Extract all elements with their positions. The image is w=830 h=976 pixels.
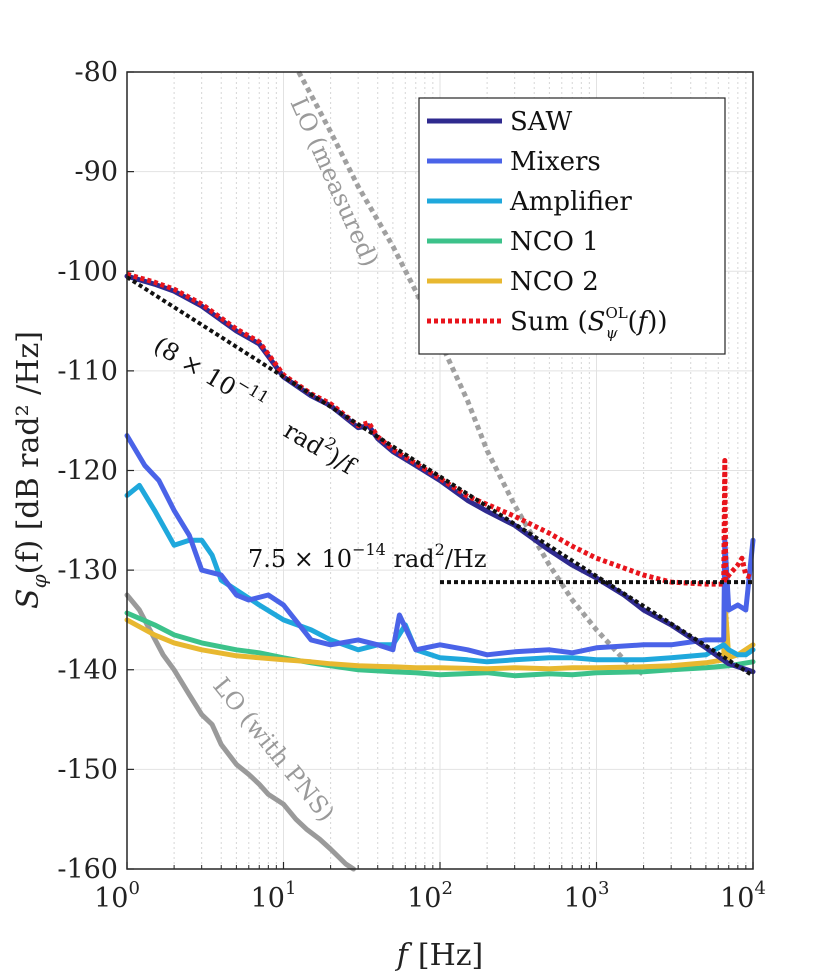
- series-line-sum-s-ol-f: [126, 271, 754, 587]
- legend-items: SAW Mixers Amplifier NCO 1 NCO 2 Sum (SOL ψ (f)…: [427, 107, 668, 342]
- x-tick-label: 102: [407, 878, 453, 914]
- legend-label: Amplifier: [509, 187, 632, 217]
- x-axis-label: f [Hz]: [395, 938, 484, 973]
- legend-label: NCO 2: [510, 267, 599, 297]
- y-tick-label: -130: [57, 555, 118, 586]
- legend-label: NCO 1: [510, 227, 599, 257]
- series-layer: [124, 70, 756, 872]
- legend-label: SAW: [510, 107, 573, 137]
- y-tick-label: -120: [57, 456, 118, 487]
- y-tick-label: -160: [57, 854, 118, 885]
- series-line-mixers: [124, 433, 756, 658]
- legend-box: [418, 97, 726, 355]
- legend: SAW Mixers Amplifier NCO 1 NCO 2 Sum (SOL ψ (f)…: [418, 97, 726, 355]
- legend-label: Sum (SOL ψ (f)): [510, 304, 668, 342]
- y-tick-label: -100: [57, 256, 118, 287]
- fit-white-label: 7.5 × 10−14 rad2/Hz: [248, 540, 486, 573]
- x-tick-label: 104: [720, 878, 766, 914]
- y-tick-label: -90: [75, 157, 118, 188]
- y-axis-label: Sφ(f) [dB rad² /Hz]: [11, 331, 51, 609]
- series-line-fit-1-f: [125, 275, 755, 678]
- series-line-lo-with-pns: [124, 592, 356, 872]
- series-line-lo-measured: [296, 70, 646, 677]
- x-tick-label: 100: [94, 878, 140, 914]
- legend-label: Mixers: [510, 147, 601, 177]
- y-tick-label: -140: [57, 655, 118, 686]
- y-tick-label: -150: [57, 754, 118, 785]
- x-tick-label: 101: [251, 878, 297, 914]
- y-tick-label: -80: [75, 57, 118, 88]
- series-line-nco-1: [124, 610, 756, 679]
- x-tick-label: 103: [564, 878, 610, 914]
- y-tick-label: -110: [57, 356, 118, 387]
